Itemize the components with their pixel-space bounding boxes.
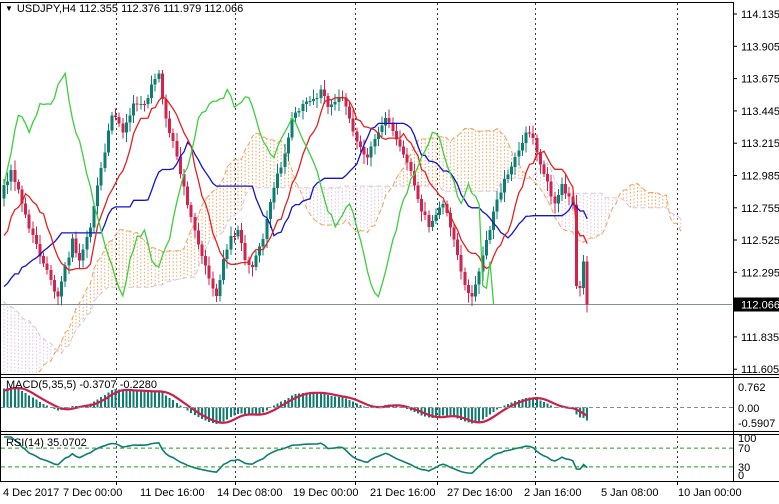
macd-axis-label: 0.762 [738,382,766,394]
time-tick-label: 11 Dec 16:00 [140,487,205,499]
price-tick-label: 113.905 [741,41,779,53]
rsi-line [4,436,588,475]
current-price-tag [734,297,779,312]
rsi-axis-label: 100 [738,433,756,445]
price-tick-label: 111.605 [741,364,779,376]
current-price-tag-label: 112.066 [741,300,779,312]
rsi-indicator-label: RSI(14) 35.0702 [6,437,87,449]
time-tick-label: 4 Dec 2017 [3,487,59,499]
price-tick-label: 112.525 [741,235,779,247]
time-tick-label: 2 Jan 16:00 [524,487,582,499]
macd-signal-line [3,386,588,424]
price-tick-label: 112.295 [741,267,779,279]
main-price-panel[interactable] [0,70,733,386]
rsi-axis-label: 30 [738,462,750,474]
time-axis[interactable]: 4 Dec 2017 7 Dec 00:00 11 Dec 16:00 14 Dec … [3,482,742,499]
rsi-axis-label: 70 [738,443,750,455]
rsi-panel[interactable] [4,436,588,475]
time-tick-label: 14 Dec 08:00 [217,487,282,499]
price-tick-label: 113.445 [741,106,779,118]
chart-title: ▼ USDJPY,H4 112.355 112.376 111.979 112.0… [5,3,243,15]
macd-axis-label: 0.00 [738,403,759,415]
price-tick-label: 113.215 [741,138,779,150]
macd-panel[interactable] [3,386,589,425]
panel-borders [0,2,779,482]
grid-lines [116,3,678,480]
price-tick-label: 114.135 [741,9,779,21]
macd-indicator-label: MACD(5,35,5) -0.3707 -0.2280 [6,379,158,391]
price-axis[interactable]: 114.135 113.905 113.675 113.445 113.215 112.9… [733,9,779,482]
dropdown-triangle-icon[interactable]: ▼ [5,4,13,13]
time-tick-label: 7 Dec 00:00 [63,487,122,499]
time-tick-label: 19 Dec 00:00 [293,487,358,499]
time-tick-label: 5 Jan 08:00 [601,487,659,499]
price-tick-label: 112.755 [741,203,779,215]
chikou-span-line [3,71,495,305]
rsi-axis-label: 0 [738,470,744,482]
macd-axis-label: -0.5907 [738,418,775,430]
time-tick-label: 21 Dec 16:00 [370,487,435,499]
time-tick-label: 10 Jan 00:00 [678,487,742,499]
senkou-span-b-line [3,162,682,355]
price-tick-label: 111.835 [741,332,779,344]
price-tick-label: 113.675 [741,74,779,86]
symbol-ohlc-text: USDJPY,H4 112.355 112.376 111.979 112.06… [16,3,244,15]
kijun-sen-line [3,122,588,287]
price-tick-label: 112.985 [741,171,779,183]
ichimoku-cloud [3,128,682,373]
senkou-span-a-line [35,127,682,373]
time-tick-label: 27 Dec 16:00 [447,487,512,499]
candles [2,70,589,313]
